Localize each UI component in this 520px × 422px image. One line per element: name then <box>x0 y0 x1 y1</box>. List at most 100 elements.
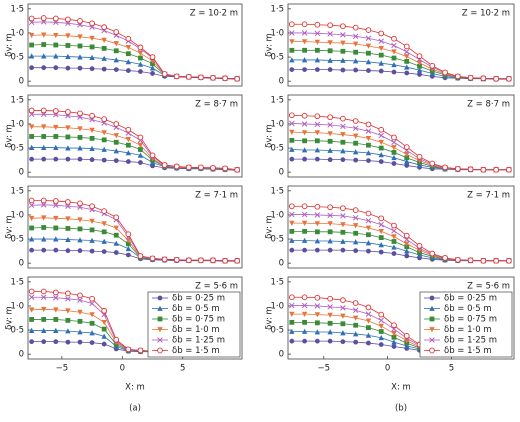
marker <box>77 309 83 316</box>
marker <box>429 62 436 69</box>
marker <box>113 41 119 47</box>
series-line <box>31 238 238 262</box>
marker <box>77 318 83 324</box>
marker <box>89 330 95 336</box>
panel-annotation: Z = 5·6 m <box>195 282 238 292</box>
marker <box>378 132 384 139</box>
legend-label: δb = 1·25 m <box>172 336 225 346</box>
legend-label: δb = 1·0 m <box>444 325 492 335</box>
marker <box>113 232 119 238</box>
y-tick-label: 0 <box>279 350 284 360</box>
legend-label: δb = 0·75 m <box>444 315 497 325</box>
marker <box>378 242 384 248</box>
marker <box>302 247 307 253</box>
marker <box>77 54 83 60</box>
marker <box>391 55 397 61</box>
marker <box>65 53 71 59</box>
marker <box>327 57 333 63</box>
marker <box>352 223 359 229</box>
legend-label: δb = 1·25 m <box>444 336 497 346</box>
marker <box>417 72 422 77</box>
y-tick-label: 0·5 <box>270 144 284 154</box>
marker <box>41 65 47 71</box>
series-line <box>291 32 509 80</box>
marker <box>89 203 95 210</box>
marker <box>28 15 35 22</box>
marker <box>65 328 71 334</box>
marker <box>391 134 397 141</box>
series-line <box>31 200 238 262</box>
marker <box>89 127 95 134</box>
y-tick-label: 1·0 <box>10 301 24 311</box>
marker <box>113 214 120 221</box>
marker <box>352 207 359 213</box>
marker <box>161 71 168 77</box>
marker <box>28 202 35 209</box>
marker <box>234 257 241 264</box>
marker <box>454 256 461 263</box>
marker <box>314 247 320 253</box>
marker <box>138 55 143 61</box>
marker <box>314 221 321 227</box>
y-axis-label: δv: m <box>265 124 275 148</box>
marker <box>340 313 346 319</box>
marker <box>301 311 308 317</box>
marker <box>89 312 95 318</box>
marker <box>289 156 295 162</box>
y-tick-label: 0·5 <box>270 53 284 63</box>
marker <box>65 145 71 151</box>
marker <box>210 164 216 171</box>
marker <box>65 109 71 115</box>
marker <box>378 249 384 255</box>
x-tick-label: −5 <box>56 364 69 374</box>
marker <box>391 244 397 250</box>
marker <box>89 340 95 345</box>
marker <box>101 333 107 339</box>
marker <box>185 73 192 80</box>
marker <box>137 142 144 148</box>
marker <box>28 307 35 313</box>
marker <box>365 128 372 134</box>
marker <box>416 53 423 59</box>
marker <box>378 334 384 341</box>
marker <box>391 228 397 234</box>
y-tick-label: 0·5 <box>270 326 284 336</box>
y-tick-label: 0 <box>279 77 284 87</box>
marker <box>391 344 397 349</box>
marker <box>404 244 410 250</box>
y-tick-label: 0·5 <box>10 53 24 63</box>
marker <box>89 35 95 42</box>
marker <box>417 63 422 69</box>
marker <box>41 53 47 59</box>
marker <box>327 338 333 344</box>
panel-annotation: Z = 8·7 m <box>467 100 510 110</box>
marker <box>28 327 35 333</box>
marker <box>327 204 333 211</box>
marker <box>340 305 346 311</box>
marker <box>53 32 59 39</box>
marker <box>353 248 359 254</box>
marker <box>403 48 410 55</box>
marker <box>340 57 346 63</box>
y-tick-label: 0 <box>19 168 24 178</box>
marker <box>327 238 333 244</box>
plot-frame <box>287 276 515 360</box>
marker <box>314 113 321 120</box>
marker <box>301 121 308 127</box>
marker <box>289 311 295 317</box>
marker <box>314 21 321 28</box>
marker <box>352 125 359 132</box>
marker <box>101 55 107 61</box>
marker <box>378 235 384 241</box>
marker <box>314 138 320 144</box>
marker <box>289 211 295 218</box>
legend-marker <box>429 327 435 333</box>
marker <box>89 20 95 27</box>
marker <box>378 30 385 37</box>
marker <box>301 220 308 226</box>
marker <box>161 162 168 168</box>
marker <box>314 57 321 63</box>
marker <box>340 157 346 163</box>
marker <box>40 197 47 204</box>
marker <box>65 216 71 222</box>
